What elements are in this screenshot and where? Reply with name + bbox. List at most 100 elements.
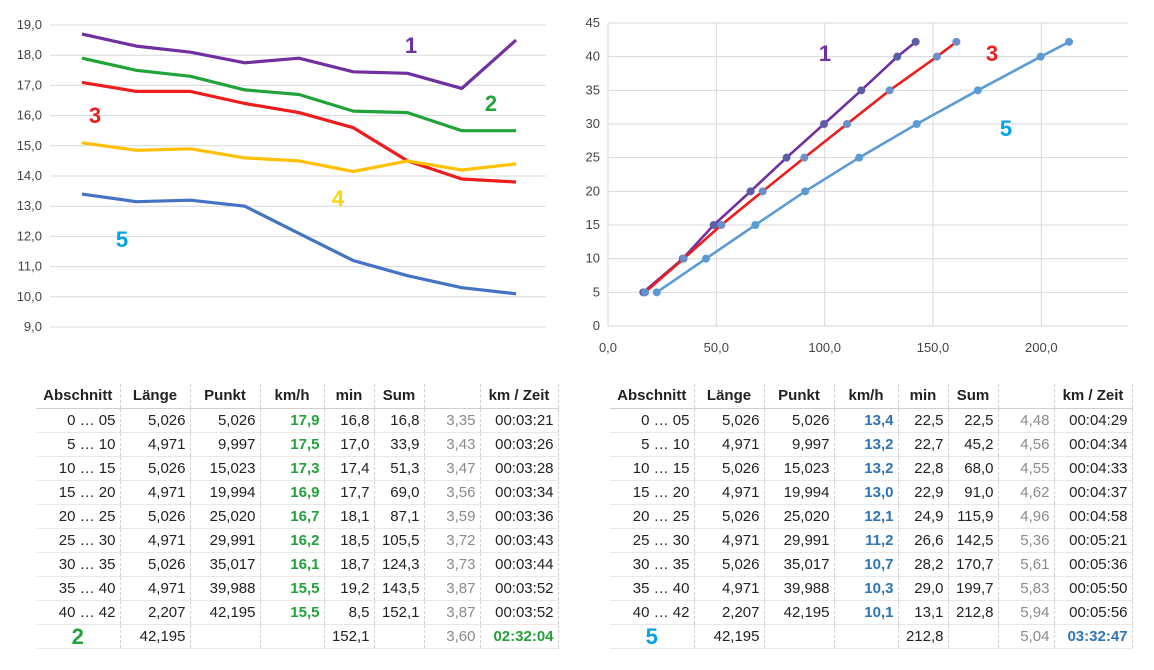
table-cell: 15,023 xyxy=(190,456,261,481)
table-cell: 3,87 xyxy=(424,576,481,601)
table-cell: 16,8 xyxy=(324,408,375,433)
table-cell: 00:04:33 xyxy=(1054,456,1133,481)
table-cell xyxy=(834,624,899,649)
y-tick-label: 40 xyxy=(586,49,600,64)
table-cell: 3,73 xyxy=(424,552,481,577)
table-row: 10 … 15 5,026 15,023 13,2 22,8 68,0 4,55 00:04:… xyxy=(610,456,1133,481)
table-cell: 13,2 xyxy=(834,432,899,457)
table-cell: 0 … 05 xyxy=(36,408,121,433)
table-cell xyxy=(764,624,835,649)
total-length: 42,195 xyxy=(120,624,191,649)
y-tick-label: 10,0 xyxy=(17,289,42,304)
data-point xyxy=(709,221,718,229)
data-point xyxy=(679,254,688,263)
table-cell: 29,991 xyxy=(764,528,835,553)
table-cell: 00:04:29 xyxy=(1054,408,1133,433)
table-cell: 30 … 35 xyxy=(610,552,695,577)
split-table-left: Abschnitt Länge Punkt km/h min Sum km / Zeit 0… xyxy=(36,384,559,649)
total-pace: 3,60 xyxy=(424,624,481,649)
table-cell: 19,2 xyxy=(324,576,375,601)
table-cell: 25 … 30 xyxy=(610,528,695,553)
table-cell: 13,0 xyxy=(834,480,899,505)
total-row: 5 42,195 212,8 5,04 03:32:47 xyxy=(610,624,1133,649)
table-row: 40 … 42 2,207 42,195 10,1 13,1 212,8 5,94 00:05… xyxy=(610,600,1133,625)
table-cell: 3,72 xyxy=(424,528,481,553)
y-tick-label: 11,0 xyxy=(18,259,42,274)
data-point xyxy=(911,37,920,46)
table-header-row: Abschnitt Länge Punkt km/h min Sum km / Zeit xyxy=(610,384,1133,409)
split-table-right: Abschnitt Länge Punkt km/h min Sum km / Zeit 0… xyxy=(610,384,1133,649)
table-cell: 22,5 xyxy=(948,408,999,433)
table-cell: 00:03:52 xyxy=(480,600,559,625)
x-tick-label: 150,0 xyxy=(917,340,950,355)
table-cell: 00:05:36 xyxy=(1054,552,1133,577)
table-cell: 15,5 xyxy=(260,576,325,601)
table-cell: 5,026 xyxy=(694,552,765,577)
series-label-1: 1 xyxy=(819,41,831,66)
table-cell: 16,8 xyxy=(374,408,425,433)
column-header: km / Zeit xyxy=(480,384,559,409)
table-cell: 25 … 30 xyxy=(36,528,121,553)
data-point xyxy=(842,120,851,128)
table-cell: 3,43 xyxy=(424,432,481,457)
y-tick-label: 30 xyxy=(586,116,600,131)
data-point xyxy=(912,120,921,128)
data-point xyxy=(857,86,866,95)
table-cell: 2,207 xyxy=(120,600,191,625)
table-cell: 15 … 20 xyxy=(36,480,121,505)
table-cell: 22,5 xyxy=(898,408,949,433)
column-header xyxy=(998,384,1055,409)
table-cell: 15,5 xyxy=(260,600,325,625)
table-cell: 9,997 xyxy=(764,432,835,457)
table-cell: 10,1 xyxy=(834,600,899,625)
data-point xyxy=(717,221,726,229)
table-cell: 5,026 xyxy=(120,408,191,433)
table-cell: 35,017 xyxy=(190,552,261,577)
column-header: km/h xyxy=(260,384,325,409)
data-point xyxy=(855,153,864,162)
table-row: 40 … 42 2,207 42,195 15,5 8,5 152,1 3,87 00:03:… xyxy=(36,600,559,625)
series-label-1: 1 xyxy=(405,33,417,58)
table-cell: 00:03:26 xyxy=(480,432,559,457)
table-cell: 26,6 xyxy=(898,528,949,553)
data-point xyxy=(801,187,810,196)
series-line-3 xyxy=(81,80,517,184)
table-cell: 3,59 xyxy=(424,504,481,529)
table-row: 20 … 25 5,026 25,020 16,7 18,1 87,1 3,59 00:03:… xyxy=(36,504,559,529)
table-cell: 91,0 xyxy=(948,480,999,505)
table-cell xyxy=(948,624,999,649)
table-row: 25 … 30 4,971 29,991 16,2 18,5 105,5 3,72 00:03… xyxy=(36,528,559,553)
data-point xyxy=(641,288,650,297)
table-cell: 00:04:34 xyxy=(1054,432,1133,457)
series-label-5: 5 xyxy=(1000,116,1012,141)
table-cell: 143,5 xyxy=(374,576,425,601)
table-cell: 35 … 40 xyxy=(36,576,121,601)
series-label-3: 3 xyxy=(986,41,998,66)
column-header: Abschnitt xyxy=(610,384,695,409)
table-cell xyxy=(374,624,425,649)
table-cell: 5 … 10 xyxy=(610,432,695,457)
table-row: 5 … 10 4,971 9,997 13,2 22,7 45,2 4,56 00:04:34 xyxy=(610,432,1133,457)
table-cell: 24,9 xyxy=(898,504,949,529)
total-mark: 2 xyxy=(36,624,121,649)
data-point xyxy=(1065,37,1074,46)
table-cell: 00:04:37 xyxy=(1054,480,1133,505)
column-header: Sum xyxy=(948,384,999,409)
table-cell: 4,971 xyxy=(694,480,765,505)
data-point xyxy=(746,187,755,196)
table-cell: 5,026 xyxy=(190,408,261,433)
y-tick-label: 12,0 xyxy=(17,228,42,243)
table-cell: 4,971 xyxy=(120,528,191,553)
table-cell: 3,56 xyxy=(424,480,481,505)
x-tick-label: 50,0 xyxy=(704,340,729,355)
table-cell: 4,971 xyxy=(120,432,191,457)
table-cell: 25,020 xyxy=(764,504,835,529)
column-header: Punkt xyxy=(190,384,261,409)
speed-line-chart: 9,0 10,0 11,0 12,0 13,0 14,0 15,0 16,0 17,0 18,0 1… xyxy=(17,17,546,334)
column-header: Sum xyxy=(374,384,425,409)
y-tick-label: 16,0 xyxy=(17,108,42,123)
table-cell: 10,7 xyxy=(834,552,899,577)
table-cell: 17,4 xyxy=(324,456,375,481)
table-cell: 212,8 xyxy=(948,600,999,625)
table-cell: 152,1 xyxy=(374,600,425,625)
